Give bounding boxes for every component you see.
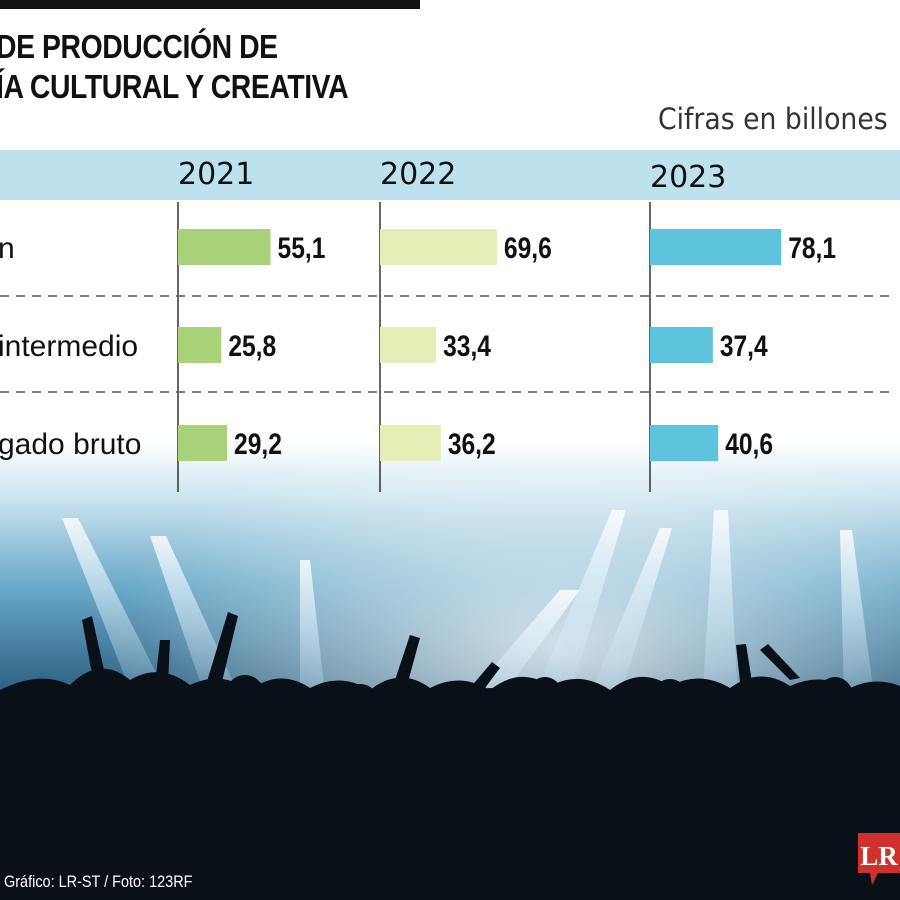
value-label-2023-row-2: 37,4: [720, 329, 769, 363]
header-band: [0, 150, 900, 200]
value-label-2021-row-3: 29,2: [234, 427, 282, 461]
bar-2022-row-1: [380, 229, 497, 265]
value-label-2022-row-1: 69,6: [504, 231, 552, 265]
bar-2023-row-3: [650, 425, 719, 461]
value-label-2023-row-1: 78,1: [788, 231, 836, 265]
column-header-2021: 2021: [178, 157, 255, 192]
value-label-2022-row-2: 33,4: [443, 329, 492, 363]
bar-2021-row-2: [178, 327, 222, 363]
concert-photo: [0, 440, 900, 900]
lr-logo-text: LR: [860, 841, 898, 871]
chart-title-line-2: ÍA CULTURAL Y CREATIVA: [0, 68, 349, 105]
bar-2023-row-2: [650, 327, 713, 363]
value-label-2022-row-3: 36,2: [448, 427, 496, 461]
value-label-2021-row-1: 55,1: [278, 231, 326, 265]
row-label-3: gado bruto: [0, 428, 141, 461]
row-label-2: intermedio: [0, 330, 138, 363]
chart-title-line-1: DE PRODUCCIÓN DE: [0, 28, 278, 65]
value-label-2023-row-3: 40,6: [725, 427, 773, 461]
lr-logo: LR: [858, 833, 900, 885]
bar-2021-row-3: [178, 425, 228, 461]
units-note: Cifras en billones: [658, 102, 888, 136]
bar-2022-row-3: [380, 425, 441, 461]
column-header-2023: 2023: [650, 160, 727, 195]
top-rule: [0, 0, 420, 9]
value-label-2021-row-2: 25,8: [228, 329, 276, 363]
column-header-2022: 2022: [380, 157, 457, 192]
bar-2022-row-2: [380, 327, 437, 363]
source-credit: Gráfico: LR-ST / Foto: 123RF: [4, 872, 193, 891]
row-label-1: n: [0, 232, 15, 265]
bar-2023-row-1: [650, 229, 782, 265]
bar-2021-row-1: [178, 229, 271, 265]
